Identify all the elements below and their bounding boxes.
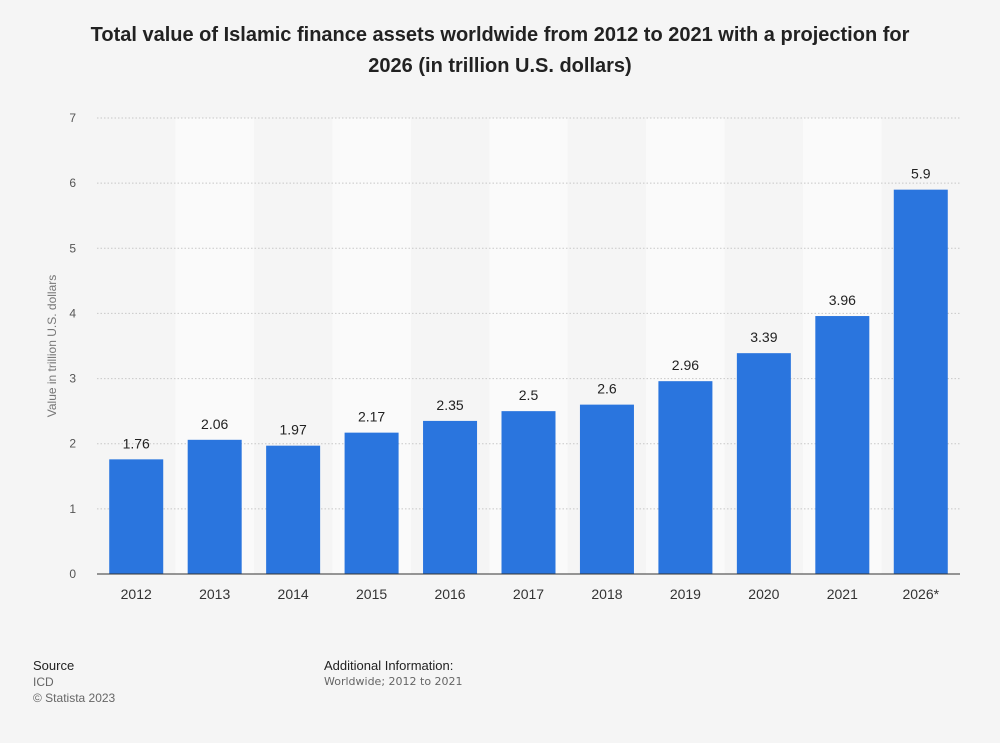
y-tick-label: 1: [69, 502, 76, 516]
y-tick-label: 4: [69, 306, 76, 320]
data-label: 5.9: [911, 166, 931, 182]
y-tick-label: 5: [69, 241, 76, 255]
data-label: 2.6: [597, 381, 617, 397]
y-tick-label: 2: [69, 437, 76, 451]
bar: [658, 381, 713, 574]
bar: [109, 459, 164, 574]
x-tick-label: 2017: [513, 586, 544, 602]
bar: [266, 445, 321, 574]
data-label: 3.39: [750, 329, 777, 345]
bar: [187, 439, 242, 574]
y-axis-label: Value in trillion U.S. dollars: [45, 275, 59, 418]
info-heading: Additional Information:: [324, 658, 454, 673]
y-tick-label: 3: [69, 372, 76, 386]
data-label: 3.96: [829, 292, 856, 308]
x-tick-label: 2019: [670, 586, 701, 602]
x-tick-label: 2018: [591, 586, 622, 602]
source-block: Source ICD © Statista 2023: [33, 658, 115, 706]
x-tick-label: 2016: [434, 586, 465, 602]
bar-chart: 0 1 2 3 4 5 6 7 1.76 2.06 1.97 2.17 2.35 2.5 2.6 2.96 3…: [45, 111, 960, 602]
chart-title-line-2: 2026 (in trillion U.S. dollars): [368, 55, 632, 77]
bar: [501, 411, 556, 574]
info-text: Worldwide; 2012 to 2021: [324, 675, 463, 688]
additional-info-block: Additional Information: Worldwide; 2012 …: [324, 658, 463, 690]
copyright: © Statista 2023: [33, 691, 116, 705]
x-tick-label: 2020: [748, 586, 779, 602]
x-tick-label: 2015: [356, 586, 387, 602]
x-tick-label: 2013: [199, 586, 230, 602]
source-name: ICD: [33, 675, 54, 689]
data-label: 1.97: [280, 422, 307, 438]
x-axis-ticks: 2012 2013 2014 2015 2016 2017 2018 2019 2020 2021…: [121, 586, 940, 602]
x-tick-label: 2021: [827, 586, 858, 602]
bar: [344, 432, 399, 574]
data-label: 1.76: [123, 435, 150, 451]
y-axis-ticks: 0 1 2 3 4 5 6 7: [69, 111, 76, 581]
bar: [815, 316, 870, 574]
bar: [423, 420, 478, 574]
y-tick-label: 7: [69, 111, 76, 125]
x-tick-label: 2026*: [902, 586, 939, 602]
y-tick-label: 0: [69, 567, 76, 581]
data-label: 2.06: [201, 416, 228, 432]
data-labels: 1.76 2.06 1.97 2.17 2.35 2.5 2.6 2.96 3.39 3.96 5.…: [123, 166, 931, 452]
chart-title-line-1: Total value of Islamic finance assets wo…: [90, 24, 910, 46]
y-tick-label: 6: [69, 176, 76, 190]
data-label: 2.35: [436, 397, 463, 413]
x-tick-label: 2012: [121, 586, 152, 602]
bar: [893, 189, 948, 574]
source-heading: Source: [33, 658, 75, 673]
bars: [109, 189, 948, 574]
chart-title: Total value of Islamic finance assets wo…: [40, 20, 960, 82]
bar: [579, 404, 634, 574]
bar: [736, 353, 791, 574]
data-label: 2.5: [519, 387, 539, 403]
data-label: 2.96: [672, 357, 699, 373]
data-label: 2.17: [358, 409, 385, 425]
x-tick-label: 2014: [278, 586, 309, 602]
